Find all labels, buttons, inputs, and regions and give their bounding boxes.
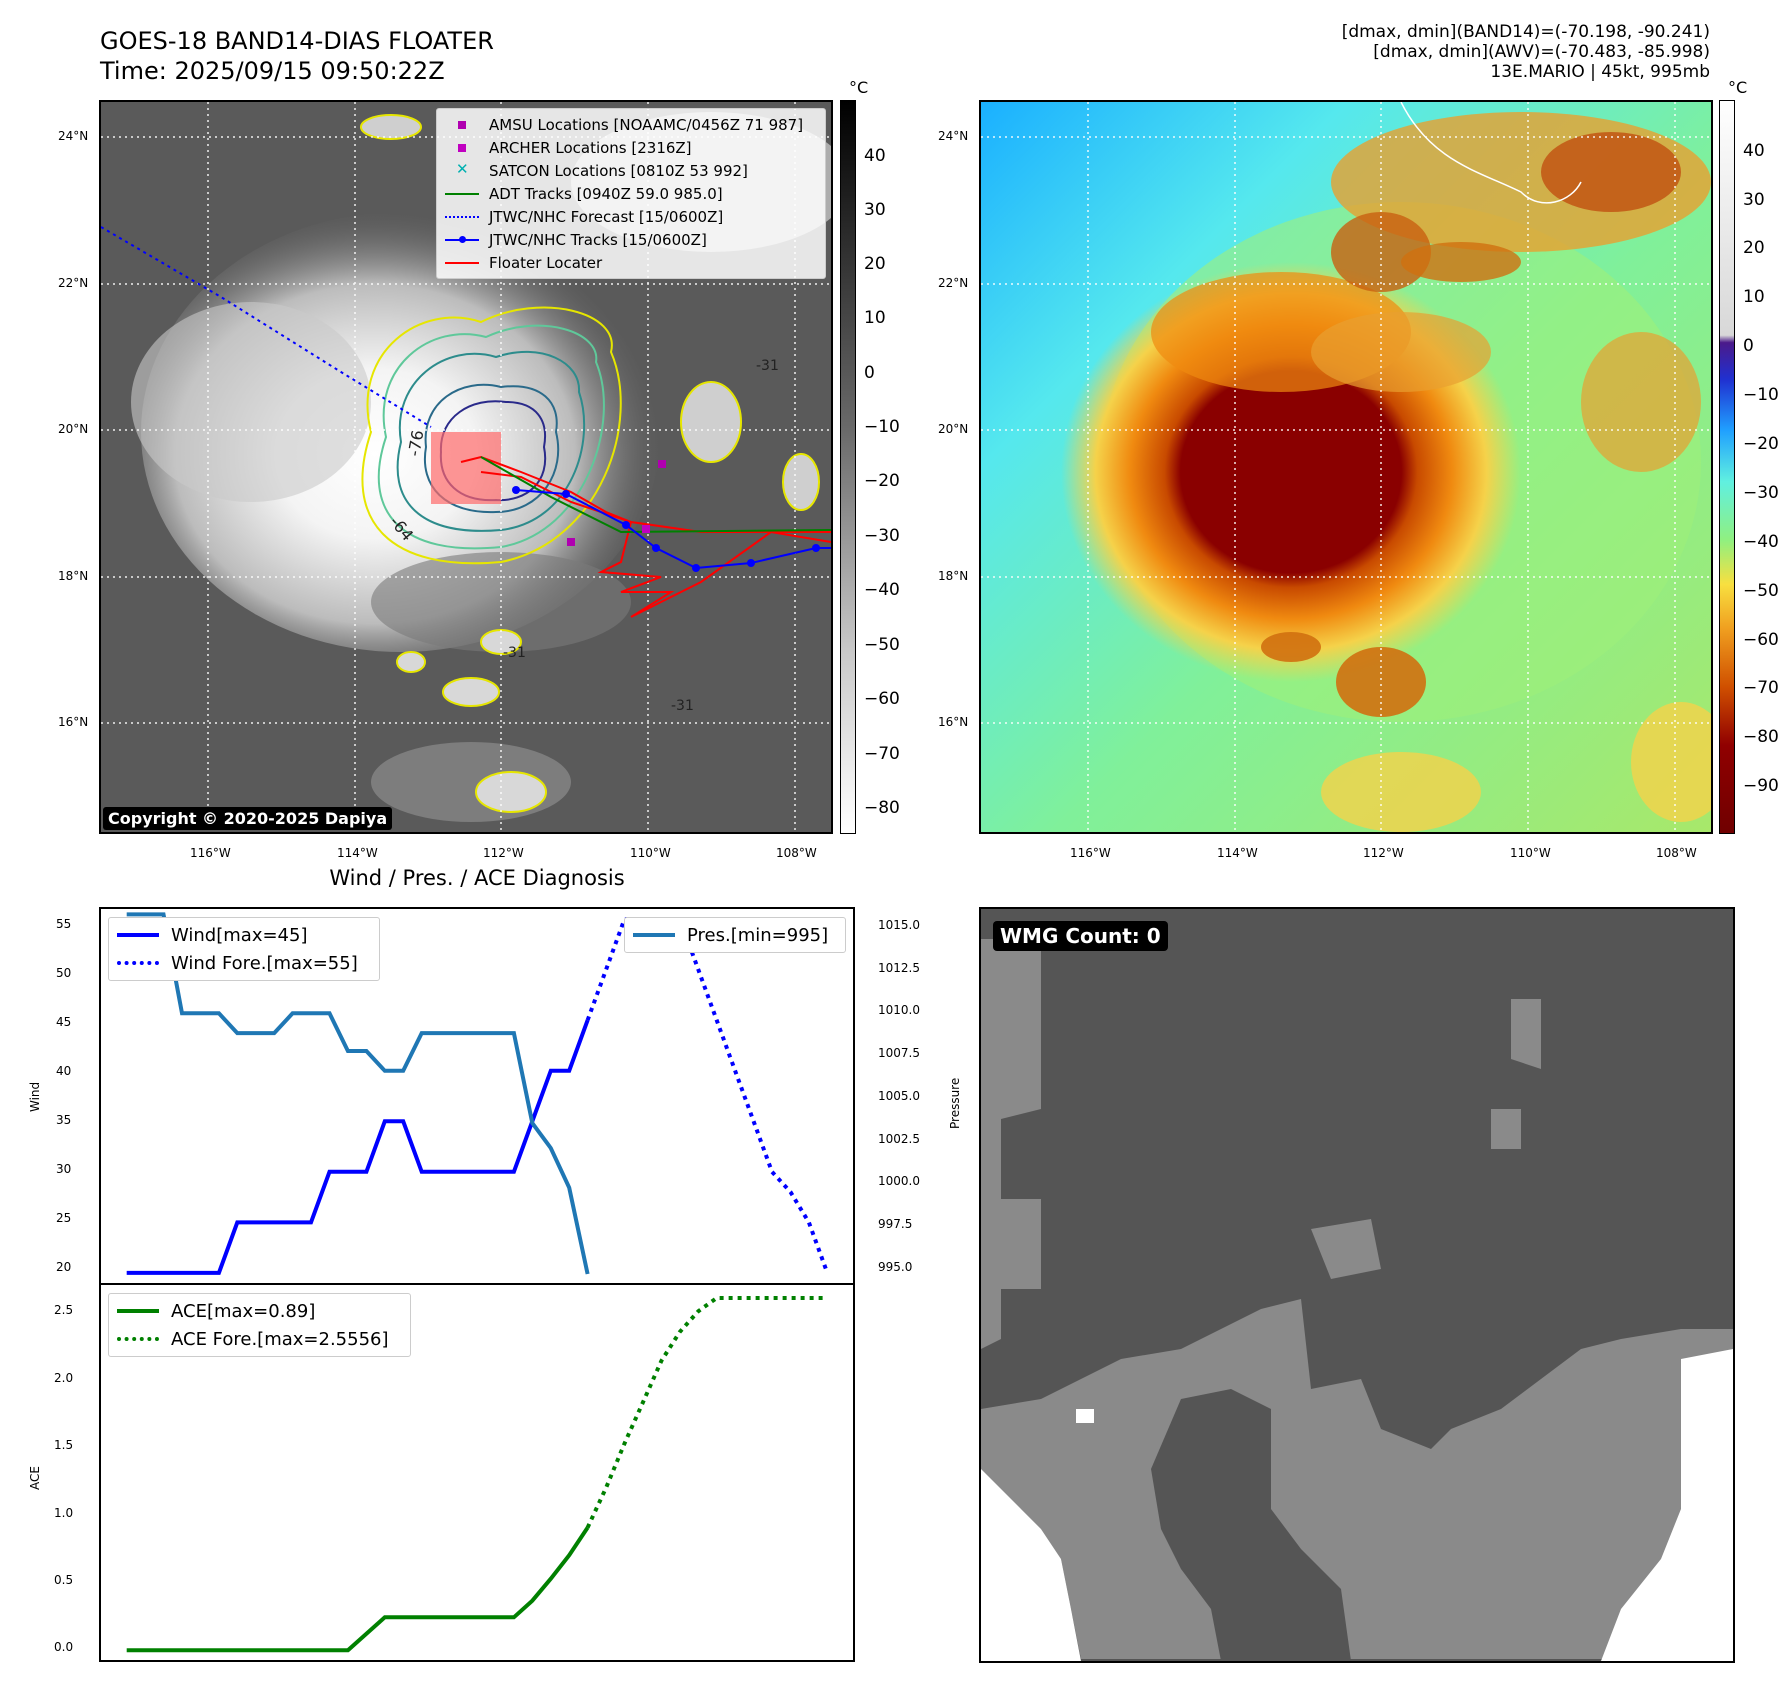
contour-label-76: -76: [404, 429, 427, 458]
wind-axis-label: Wind: [28, 1081, 42, 1112]
legend-ace-fore: ACE Fore.[max=2.5556]: [117, 1325, 402, 1353]
pressure-legend: Pres.[min=995]: [624, 917, 846, 953]
figure-right-title: [dmax, dmin](BAND14)=(-70.198, -90.241) …: [1342, 22, 1710, 82]
floater-locater-track: [480, 471, 831, 618]
ace-series: [126, 1296, 828, 1653]
jtwc-track: [515, 489, 831, 570]
dotted-line-icon: [117, 961, 159, 965]
ace-line: [126, 1526, 590, 1653]
legend-wind-fore: Wind Fore.[max=55]: [117, 949, 371, 977]
wind-legend: Wind[max=45] Wind Fore.[max=55]: [108, 917, 380, 981]
ir-satellite-panel: -76 -64 -31 -31 -31: [99, 100, 833, 834]
legend-archer: ARCHER Locations [2316Z]: [445, 136, 817, 159]
line-icon: [117, 1309, 159, 1313]
ace-axis-label: ACE: [28, 1466, 42, 1490]
line-icon: [633, 933, 675, 937]
legend-ace: ACE[max=0.89]: [117, 1297, 402, 1325]
wind-line: [126, 1019, 590, 1275]
wv-colorbar: [1719, 100, 1735, 834]
wmg-image: [981, 909, 1733, 1661]
band14-range: [dmax, dmin](BAND14)=(-70.198, -90.241): [1341, 22, 1710, 42]
diagnosis-chart: [99, 907, 855, 1662]
line-icon: [445, 187, 479, 201]
ace-legend: ACE[max=0.89] ACE Fore.[max=2.5556]: [108, 1293, 411, 1357]
storm-info: 13E.MARIO | 45kt, 995mb: [1490, 62, 1710, 82]
ir-colorbar-unit: °C: [849, 78, 869, 97]
copyright-label: Copyright © 2020-2025 Dapiya: [103, 807, 393, 830]
ir-colorbar: [840, 100, 856, 834]
square-icon: [445, 141, 479, 155]
legend-satcon: ✕ SATCON Locations [0810Z 53 992]: [445, 159, 817, 182]
ir-legend: AMSU Locations [NOAAMC/0456Z 71 987] ARC…: [436, 108, 826, 279]
wv-gridlines: [981, 102, 1711, 832]
legend-jtwc-forecast: JTWC/NHC Forecast [15/0600Z]: [445, 205, 817, 228]
wmg-panel: WMG Count: 0: [979, 907, 1735, 1663]
pressure-line: [126, 912, 590, 1275]
wv-image: [981, 102, 1711, 832]
floater-box: [431, 432, 501, 504]
contour-label-31c: -31: [503, 645, 526, 661]
pressure-axis-label: Pressure: [948, 1077, 962, 1129]
title-time: Time: 2025/09/15 09:50:22Z: [100, 57, 445, 85]
legend-floater: Floater Locater: [445, 251, 817, 274]
amsu-marker: [658, 460, 666, 468]
line-dot-icon: [445, 233, 479, 247]
contour-label-31b: -31: [756, 358, 779, 374]
legend-amsu: AMSU Locations [NOAAMC/0456Z 71 987]: [445, 113, 817, 136]
legend-jtwc-tracks: JTWC/NHC Tracks [15/0600Z]: [445, 228, 817, 251]
figure-title: GOES-18 BAND14-DIAS FLOATER Time: 2025/0…: [100, 26, 494, 86]
wv-colorbar-unit: °C: [1728, 78, 1748, 97]
wv-satellite-panel: [979, 100, 1713, 834]
legend-adt: ADT Tracks [0940Z 59.0 985.0]: [445, 182, 817, 205]
adt-track: [480, 456, 831, 534]
diagnosis-title: Wind / Pres. / ACE Diagnosis: [329, 866, 625, 890]
legend-pres: Pres.[min=995]: [633, 921, 837, 949]
x-mark-icon: ✕: [456, 159, 469, 178]
line-icon: [445, 256, 479, 270]
dotted-line-icon: [117, 1337, 159, 1341]
pressure-series: [126, 912, 590, 1275]
line-icon: [117, 933, 159, 937]
legend-wind: Wind[max=45]: [117, 921, 371, 949]
title-product: GOES-18 BAND14-DIAS FLOATER: [100, 27, 494, 55]
awv-range: [dmax, dmin](AWV)=(-70.483, -85.998): [1373, 42, 1710, 62]
wmg-count-badge: WMG Count: 0: [993, 921, 1168, 951]
ace-forecast-line: [585, 1296, 828, 1529]
contour-label-31a: -31: [671, 698, 694, 714]
archer-marker: [567, 538, 575, 546]
square-icon: [445, 118, 479, 132]
dotted-line-icon: [445, 210, 479, 224]
